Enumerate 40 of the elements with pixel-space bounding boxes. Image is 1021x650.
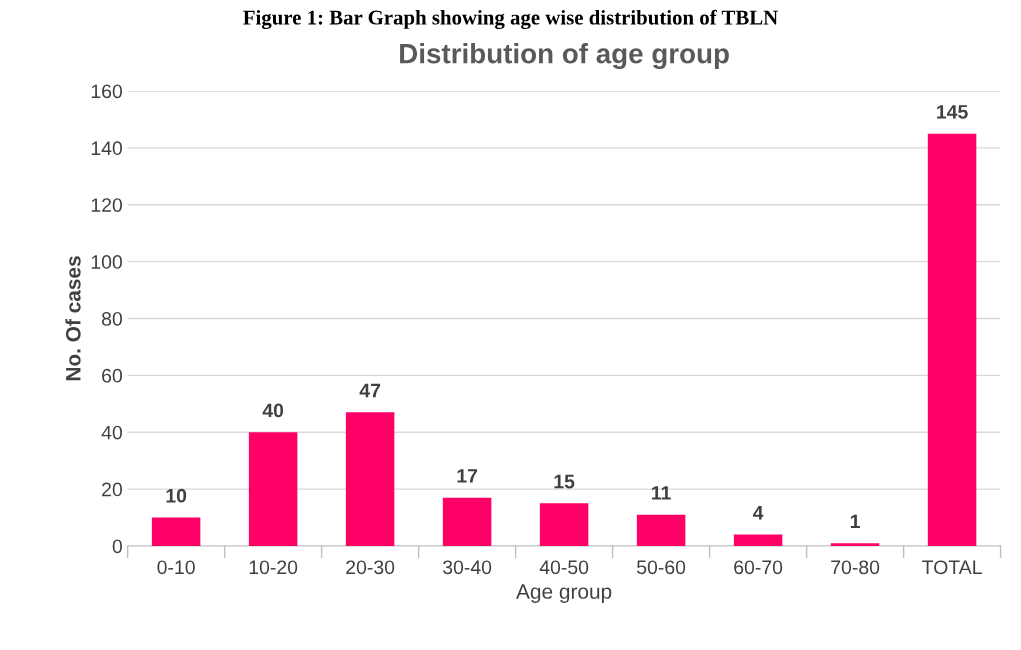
x-tick-label: 60-70 [734, 560, 783, 575]
data-label: 10 [166, 488, 187, 503]
bar [539, 503, 589, 546]
y-tick-label: 100 [91, 255, 123, 269]
x-axis-title: Age group [516, 584, 612, 603]
chart-title: Distribution of age group [400, 43, 729, 70]
y-tick-label: 60 [102, 368, 123, 383]
x-tick-label: TOTAL [922, 560, 982, 575]
caption: Figure 1: Bar Graph showing age wise distribution of TBLN [243, 9, 778, 30]
y-axis-title: No. Of cases [65, 256, 81, 381]
data-label: 40 [262, 403, 284, 418]
x-tick-label: 70-80 [831, 560, 880, 575]
data-label: 1 [850, 514, 860, 529]
data-label: 4 [752, 506, 764, 520]
data-label: 15 [554, 474, 575, 489]
y-tick-label: 40 [101, 425, 123, 440]
data-label: 145 [937, 105, 968, 119]
y-tick-label: 20 [102, 482, 123, 497]
y-tick-label: 80 [101, 311, 123, 326]
x-tick-label: 10-20 [249, 560, 298, 575]
data-label: 11 [652, 486, 671, 500]
data-label: 17 [457, 469, 478, 483]
bar [733, 534, 783, 546]
bar [345, 412, 395, 546]
x-tick-label: 20-30 [346, 560, 395, 575]
x-tick-label: 50-60 [637, 560, 686, 575]
y-tick-label: 160 [91, 84, 123, 99]
bar [151, 517, 201, 546]
y-tick-label: 0 [112, 539, 122, 554]
bar [636, 514, 686, 546]
data-label: 47 [359, 383, 381, 398]
x-tick-label: 40-50 [539, 560, 589, 575]
x-tick-label: 30-40 [442, 560, 492, 575]
y-tick-label: 120 [91, 198, 123, 212]
y-tick-label: 140 [91, 141, 123, 156]
bar [830, 543, 880, 546]
x-tick-label: 0-10 [157, 560, 195, 575]
bar [442, 497, 492, 546]
bar [927, 133, 977, 546]
bar [248, 432, 298, 546]
